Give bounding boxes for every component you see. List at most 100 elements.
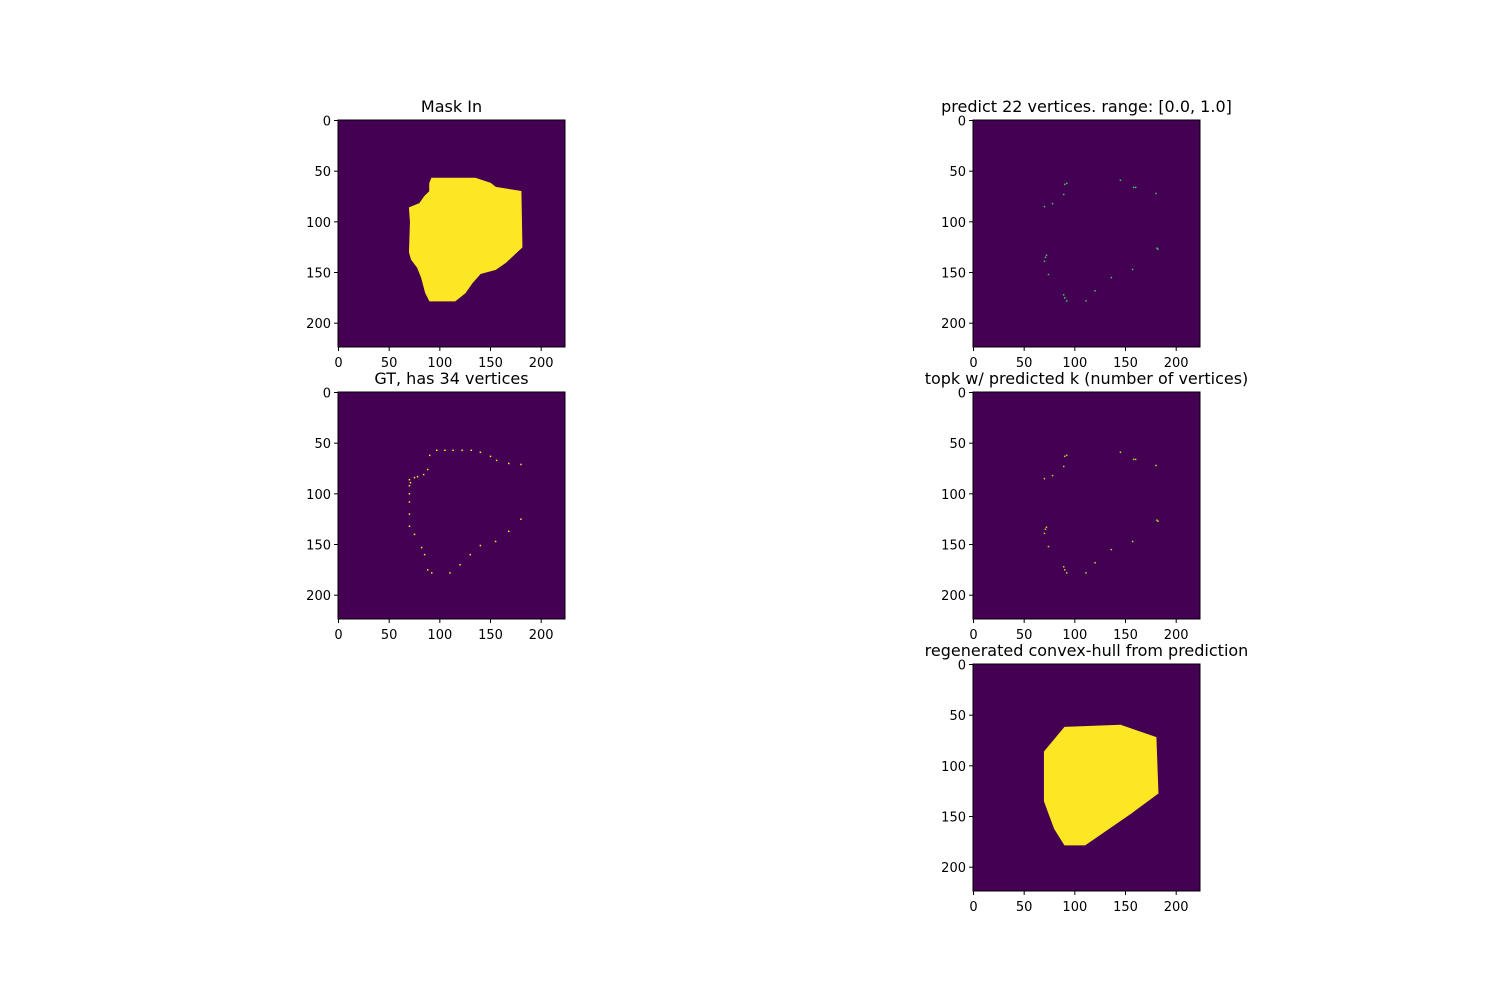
vertex-pixel bbox=[520, 518, 522, 520]
vertex-pixel bbox=[1085, 300, 1087, 302]
x-tick-label: 100 bbox=[1062, 356, 1087, 371]
y-tick-label: 200 bbox=[306, 317, 331, 332]
x-tick-label: 150 bbox=[478, 356, 503, 371]
vertex-pixel bbox=[1047, 273, 1050, 276]
vertex-pixel bbox=[436, 449, 438, 452]
x-tick-label: 0 bbox=[969, 356, 977, 371]
vertex-pixel bbox=[413, 533, 416, 536]
vertex-pixel bbox=[1062, 294, 1065, 296]
vertex-pixel bbox=[408, 484, 411, 487]
subplot-title: Mask In bbox=[421, 97, 482, 116]
axes-frame bbox=[972, 119, 1201, 348]
vertex-pixel bbox=[469, 553, 471, 556]
vertex-pixel bbox=[426, 569, 429, 571]
vertex-pixel bbox=[1065, 454, 1068, 457]
vertex-pixel bbox=[1043, 260, 1046, 263]
x-tick-label: 50 bbox=[1016, 628, 1033, 643]
subplot-title: topk w/ predicted k (number of vertices) bbox=[925, 369, 1249, 388]
x-tick-label: 50 bbox=[381, 628, 398, 643]
y-tick-label: 100 bbox=[941, 760, 966, 775]
y-tick-label: 200 bbox=[941, 317, 966, 332]
vertex-pixel bbox=[1044, 256, 1047, 259]
x-tick-label: 100 bbox=[1062, 900, 1087, 915]
subplot-title: predict 22 vertices. range: [0.0, 1.0] bbox=[941, 97, 1232, 116]
vertex-pixel bbox=[1094, 562, 1096, 564]
vertex-pixel bbox=[470, 449, 473, 452]
image-background bbox=[338, 392, 565, 619]
vertex-pixel bbox=[426, 468, 429, 471]
vertex-pixel bbox=[1094, 290, 1096, 292]
vertex-pixel bbox=[408, 493, 411, 495]
vertex-pixel bbox=[423, 553, 426, 556]
x-tick-label: 100 bbox=[427, 628, 452, 643]
vertex-pixel bbox=[479, 544, 482, 547]
vertex-pixel bbox=[1131, 268, 1134, 271]
axes-frame bbox=[972, 663, 1201, 892]
vertex-pixel bbox=[1110, 548, 1113, 551]
image-background bbox=[973, 392, 1200, 619]
vertex-pixel bbox=[1051, 474, 1054, 477]
vertex-pixel bbox=[1062, 566, 1065, 568]
x-tick-label: 150 bbox=[1113, 356, 1138, 371]
vertex-pixel bbox=[420, 546, 423, 549]
x-tick-label: 200 bbox=[1164, 900, 1189, 915]
vertex-pixel bbox=[449, 572, 451, 574]
vertex-pixel bbox=[1119, 451, 1122, 454]
vertex-pixel bbox=[1043, 477, 1046, 480]
vertex-pixel bbox=[430, 572, 433, 574]
x-tick-label: 200 bbox=[1164, 356, 1189, 371]
vertex-pixel bbox=[1065, 300, 1068, 302]
y-tick-label: 0 bbox=[958, 387, 966, 402]
x-tick-label: 100 bbox=[427, 356, 452, 371]
vertex-pixel bbox=[1062, 193, 1065, 196]
vertex-pixel bbox=[452, 449, 454, 452]
vertex-pixel bbox=[1043, 205, 1046, 208]
y-tick-label: 150 bbox=[941, 811, 966, 826]
vertex-pixel bbox=[494, 540, 497, 543]
x-tick-label: 50 bbox=[1016, 356, 1033, 371]
x-tick-label: 150 bbox=[1113, 900, 1138, 915]
y-tick-label: 50 bbox=[314, 165, 331, 180]
vertex-pixel bbox=[1085, 572, 1087, 574]
vertex-pixel bbox=[1119, 179, 1122, 182]
vertex-pixel bbox=[1157, 520, 1159, 522]
y-tick-label: 100 bbox=[941, 216, 966, 231]
subplot-title: regenerated convex-hull from prediction bbox=[925, 641, 1249, 660]
vertex-pixel bbox=[422, 473, 425, 476]
y-tick-label: 50 bbox=[314, 437, 331, 452]
vertex-pixel bbox=[1156, 519, 1158, 521]
y-tick-label: 100 bbox=[306, 488, 331, 503]
y-tick-label: 150 bbox=[306, 539, 331, 554]
vertex-pixel bbox=[409, 481, 412, 484]
axes-frame bbox=[337, 119, 566, 348]
vertex-pixel bbox=[1065, 182, 1068, 185]
y-tick-label: 200 bbox=[941, 589, 966, 604]
y-tick-label: 0 bbox=[958, 115, 966, 130]
vertex-pixel bbox=[1044, 528, 1047, 531]
vertex-pixel bbox=[1134, 186, 1137, 189]
vertex-pixel bbox=[1157, 248, 1159, 250]
vertex-pixel bbox=[508, 462, 510, 465]
image-background bbox=[973, 120, 1200, 347]
y-tick-label: 100 bbox=[306, 216, 331, 231]
x-tick-label: 0 bbox=[969, 628, 977, 643]
y-tick-label: 150 bbox=[941, 267, 966, 282]
y-tick-label: 50 bbox=[949, 437, 966, 452]
vertex-pixel bbox=[508, 530, 510, 533]
vertex-pixel bbox=[1063, 569, 1066, 571]
x-tick-label: 200 bbox=[529, 628, 554, 643]
vertex-pixel bbox=[408, 478, 411, 481]
vertex-pixel bbox=[1131, 540, 1134, 543]
vertex-pixel bbox=[416, 475, 419, 478]
vertex-pixel bbox=[459, 564, 461, 566]
vertex-pixel bbox=[1045, 254, 1048, 257]
vertex-pixel bbox=[1134, 458, 1137, 461]
vertex-pixel bbox=[520, 463, 522, 466]
x-tick-label: 200 bbox=[529, 356, 554, 371]
vertex-pixel bbox=[444, 449, 446, 452]
vertex-pixel bbox=[495, 459, 498, 462]
vertex-pixel bbox=[1155, 464, 1157, 467]
vertex-pixel bbox=[1047, 545, 1050, 548]
